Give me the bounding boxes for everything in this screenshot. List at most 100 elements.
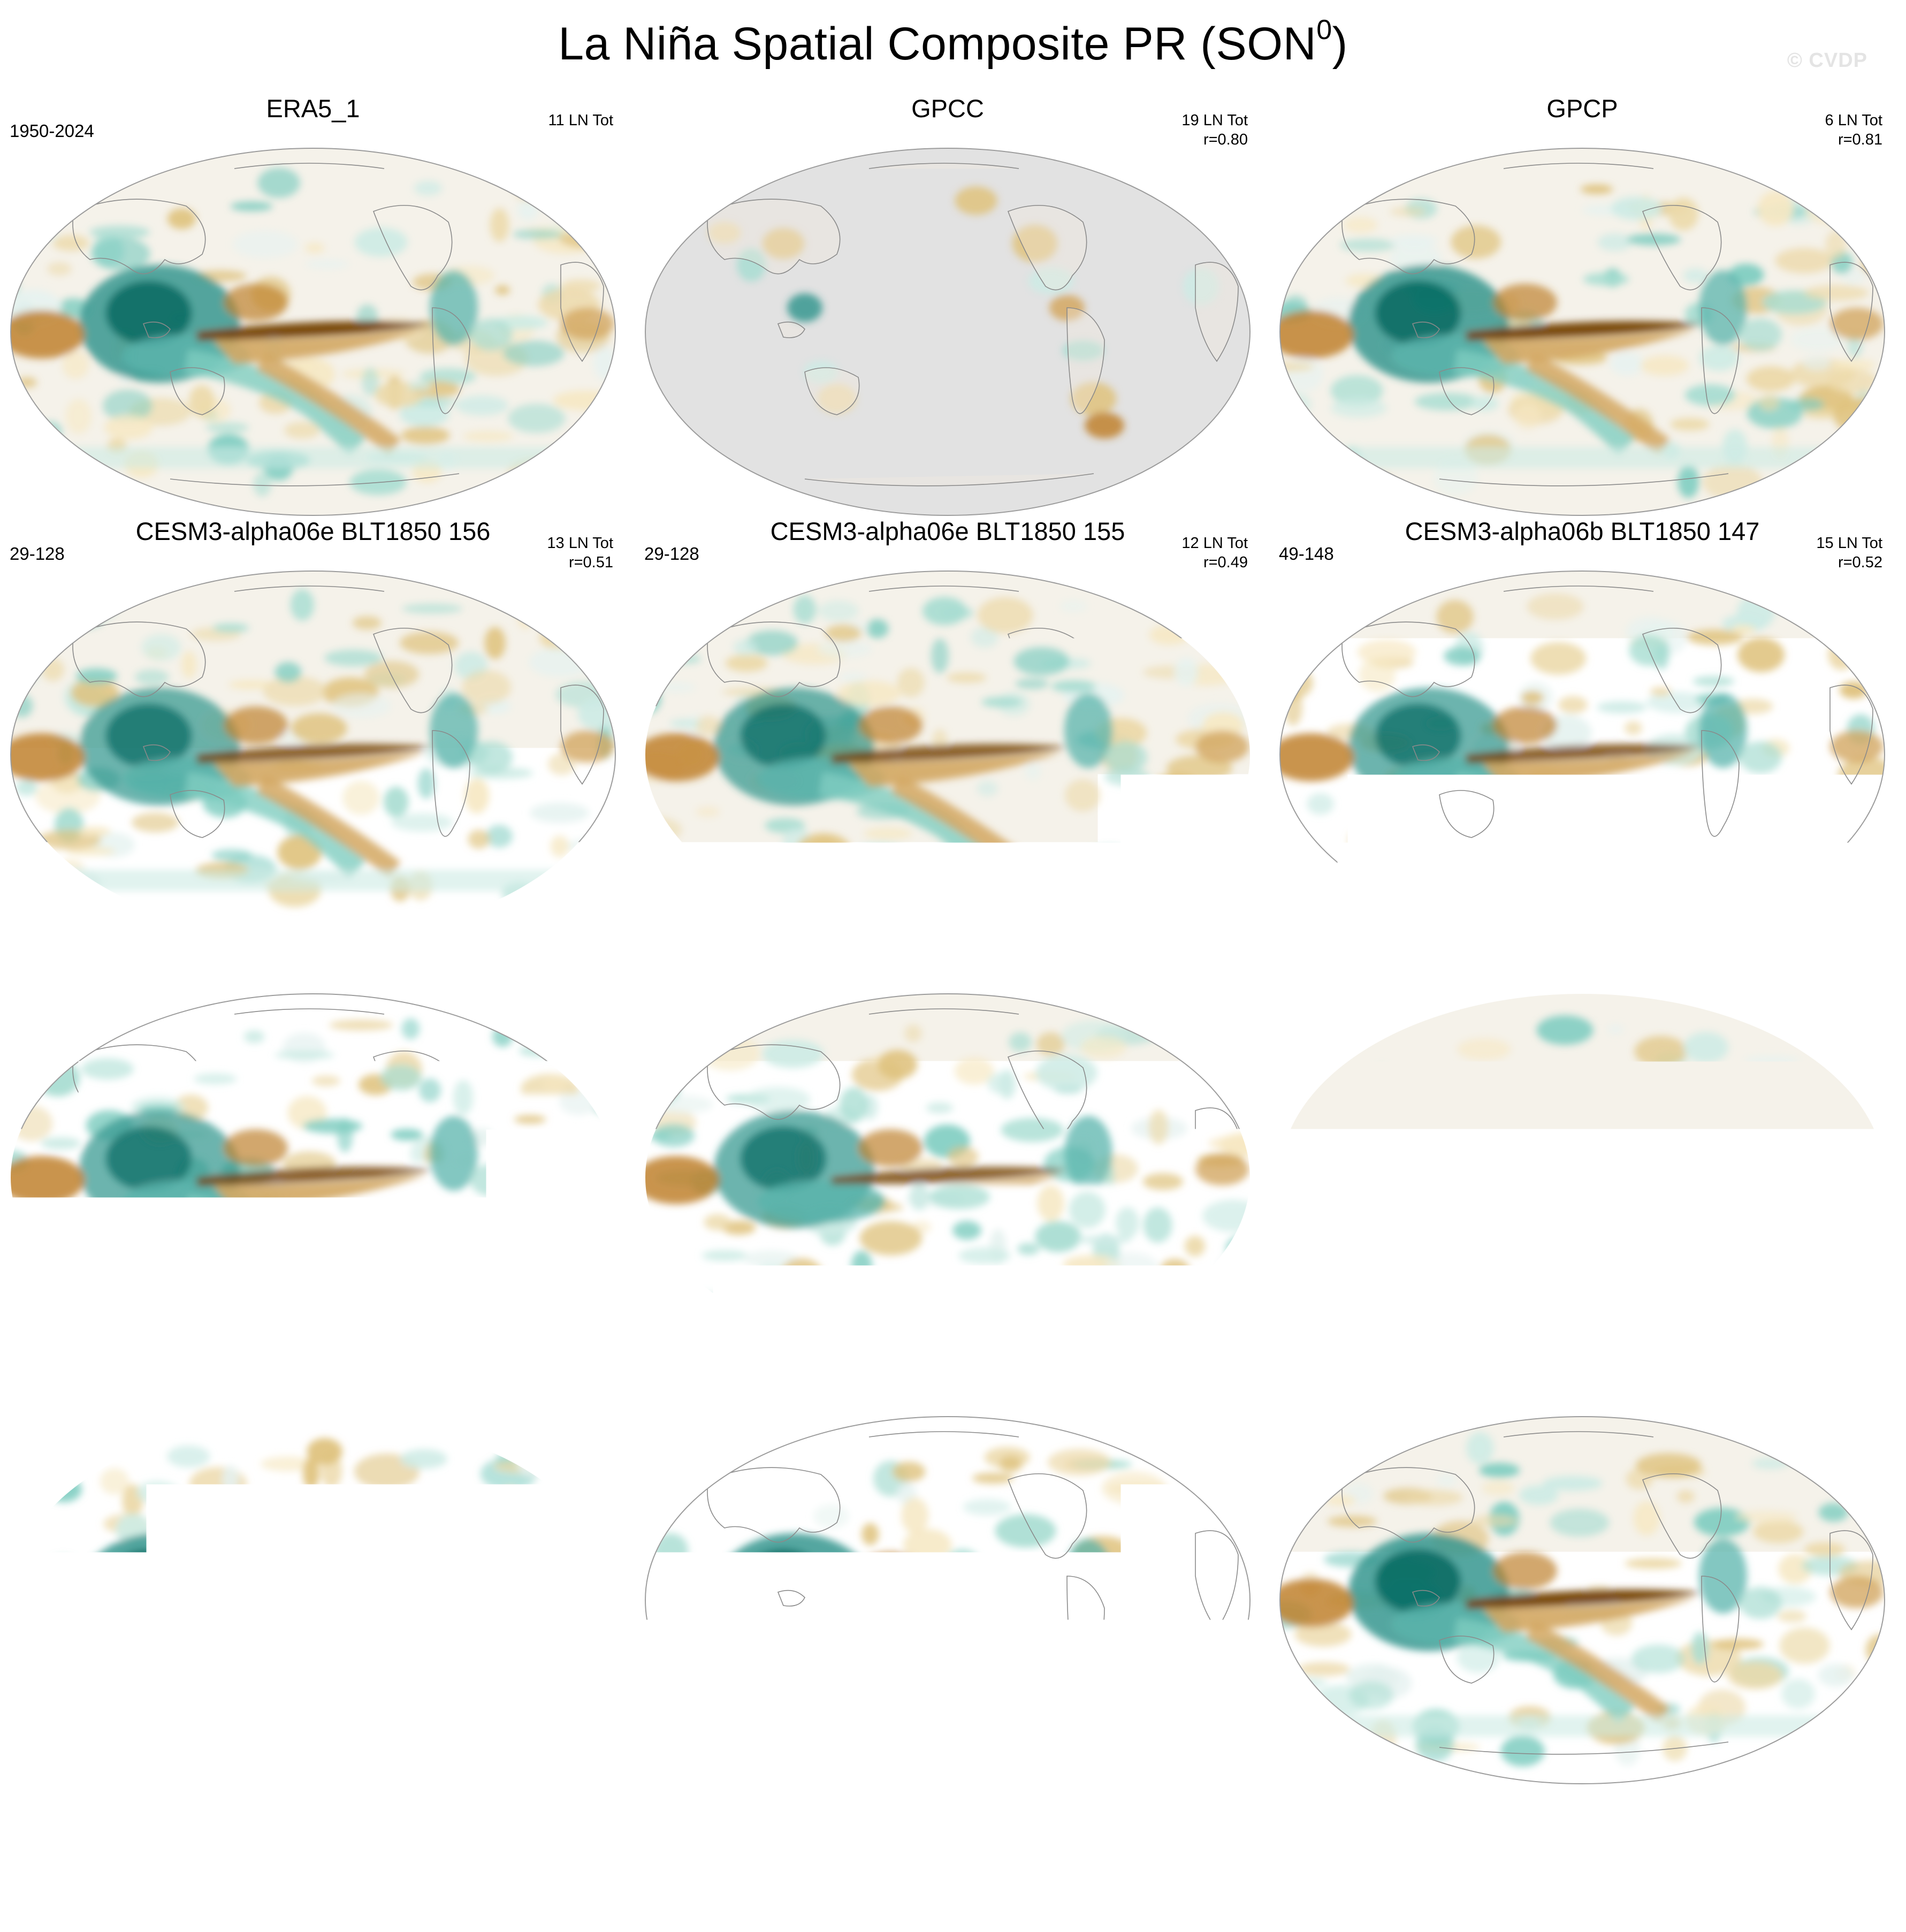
colorbar-segment — [1341, 1811, 1406, 1840]
title-superscript: 0 — [1316, 14, 1332, 45]
panel-stats: 19 LN Tot r=0.80 — [1181, 111, 1248, 149]
precip-field — [644, 147, 1251, 516]
pattern-correlation: r=0.61 — [1816, 976, 1882, 995]
panel-title: CESM2 piControl D — [1269, 939, 1895, 969]
pattern-correlation: r=0.49 — [1181, 553, 1248, 572]
panel-years: 1200-1299 — [644, 1389, 729, 1410]
panel-title: CESM3-alpha06e BLT1850 156 — [0, 516, 626, 546]
pattern-correlation: r=0.61 — [1816, 1398, 1882, 1418]
panel-stats: 20 LN Tot r=0.60 — [547, 1379, 613, 1418]
colorbar-segment — [1147, 1811, 1211, 1840]
map-panel: ERA5_1 1950-2024 11 LN Tot — [0, 94, 626, 516]
robinson-map — [1279, 993, 1886, 1362]
map-panel: GPCC 19 LN Tot r=0.80 — [635, 94, 1261, 516]
colorbar-segment — [1406, 1811, 1470, 1840]
precip-field — [10, 147, 616, 516]
precip-field — [10, 993, 616, 1362]
panel-title: GPCP — [1269, 94, 1895, 124]
colorbar-segment — [1276, 1811, 1341, 1840]
precip-field — [10, 570, 616, 939]
precip-field — [1279, 993, 1886, 1362]
panel-stats: 13 LN Tot r=0.51 — [547, 534, 613, 572]
colorbar-segment — [435, 1811, 500, 1840]
map-panel: CESM2 piControl D 1600-1699 18 LN Tot r=0.6… — [1269, 939, 1895, 1362]
panel-stats: 12 LN Tot r=0.49 — [1181, 534, 1248, 572]
pattern-correlation: r=0.60 — [547, 1398, 613, 1418]
panel-stats: 11 LN Tot — [548, 111, 613, 130]
map-panel: CESM3-alpha06e BLT1850 155 29-128 12 LN To… — [635, 516, 1261, 939]
precip-field — [644, 1416, 1251, 1785]
ln-total: 15 LN Tot — [547, 956, 613, 976]
map-panel: GPCP 6 LN Tot r=0.81 — [1269, 94, 1895, 516]
map-panel: CESM3-alpha06e BLT1850 156 29-128 13 LN To… — [0, 516, 626, 939]
robinson-map — [10, 147, 616, 516]
robinson-map — [10, 570, 616, 939]
colorbar-tick-label: 5 — [1492, 1844, 1577, 1883]
robinson-map — [644, 147, 1251, 516]
colorbar-segment — [1470, 1811, 1535, 1840]
map-panel: CESM2 piControl C 1400-1499 20 LN Tot r=0.6… — [0, 1362, 626, 1785]
panel-title: CESM2 piControl C — [0, 1362, 626, 1392]
ln-total: 18 LN Tot — [1816, 956, 1882, 976]
panel-title: CESM3-alpha06b BLT1850 147 — [1269, 516, 1895, 546]
robinson-map — [10, 993, 616, 1362]
panel-stats: 15 LN Tot r=0.52 — [1816, 534, 1882, 572]
panel-years: 1600-1699 — [1279, 966, 1363, 987]
colorbar-units: mm/day — [0, 1883, 1906, 1926]
panel-stats: 6 LN Tot r=0.81 — [1825, 111, 1882, 149]
pattern-correlation: r=0.51 — [547, 553, 613, 572]
pattern-correlation: r=0.54 — [547, 976, 613, 995]
panel-title: CESM3-alpha06e BLT1850 155 — [635, 516, 1261, 546]
ln-total: 19 LN Tot — [1181, 111, 1248, 130]
ln-total: 11 LN Tot — [1183, 956, 1248, 976]
panel-stats: 11 LN Tot r=0.44 — [1183, 956, 1248, 995]
ln-total: 15 LN Tot — [1816, 1379, 1882, 1398]
map-panel: CESM3-beta04 BLT1850 121 101-200 15 LN Tot… — [0, 939, 626, 1362]
colorbar-segment — [370, 1811, 435, 1840]
ln-total: 13 LN Tot — [547, 534, 613, 553]
robinson-map — [1279, 1416, 1886, 1785]
pattern-correlation: r=0.59 — [1181, 1398, 1248, 1418]
colorbar-segment — [953, 1811, 1018, 1840]
panel-title: CESM2 piControl A — [1269, 1362, 1895, 1392]
panel-years: 49-148 — [1279, 543, 1334, 565]
precip-field — [1279, 147, 1886, 516]
panel-years: 101-200 — [10, 966, 74, 987]
pattern-correlation: r=0.52 — [1816, 553, 1882, 572]
panel-years: 1950-2024 — [10, 120, 94, 142]
figure-title: La Niña Spatial Composite PR (SON0) — [0, 12, 1906, 76]
map-panel: CESM3-alpha06b BLT1850 147 49-148 15 LN To… — [1269, 516, 1895, 939]
title-close-paren: ) — [1332, 18, 1348, 70]
ln-total: 20 LN Tot — [547, 1379, 613, 1398]
panel-years: 29-128 — [10, 543, 65, 565]
panel-years: 1000-1099 — [1279, 1389, 1363, 1410]
ln-total: 12 LN Tot — [1181, 534, 1248, 553]
colorbar-segment — [759, 1811, 824, 1840]
pattern-correlation: r=0.81 — [1825, 130, 1882, 149]
colorbar-segment — [888, 1811, 953, 1840]
pattern-correlation: r=0.80 — [1181, 130, 1248, 149]
precip-field — [1279, 1416, 1886, 1785]
colorbar-segment — [1082, 1811, 1147, 1840]
colorbar-segment — [1017, 1811, 1082, 1840]
ln-total: 16 LN Tot — [1181, 1379, 1248, 1398]
panel-title: GPCC — [635, 94, 1261, 124]
panel-title: ERA5_1 — [0, 94, 626, 124]
map-panel: CESM2 piControl B 1200-1299 16 LN Tot r=0.5… — [635, 1362, 1261, 1785]
colorbar-segment — [629, 1811, 694, 1840]
panel-stats: 15 LN Tot r=0.61 — [1816, 1379, 1882, 1418]
pattern-correlation: r=0.44 — [1183, 976, 1248, 995]
colorbar-segment — [1211, 1811, 1276, 1840]
precip-field — [10, 1416, 616, 1785]
robinson-map — [644, 570, 1251, 939]
panel-title: CESM2 piControl B — [635, 1362, 1261, 1392]
panel-title: CESM3-beta02 BLT1850 104 — [635, 939, 1261, 969]
colorbar-segment — [694, 1811, 759, 1840]
panel-title: CESM3-beta04 BLT1850 121 — [0, 939, 626, 969]
colorbar-segment — [565, 1811, 629, 1840]
ln-total: 15 LN Tot — [1816, 534, 1882, 553]
title-text: La Niña Spatial Composite PR (SON — [558, 18, 1316, 70]
colorbar-segment — [824, 1811, 888, 1840]
panel-years: 29-128 — [644, 543, 699, 565]
precip-field — [644, 993, 1251, 1362]
